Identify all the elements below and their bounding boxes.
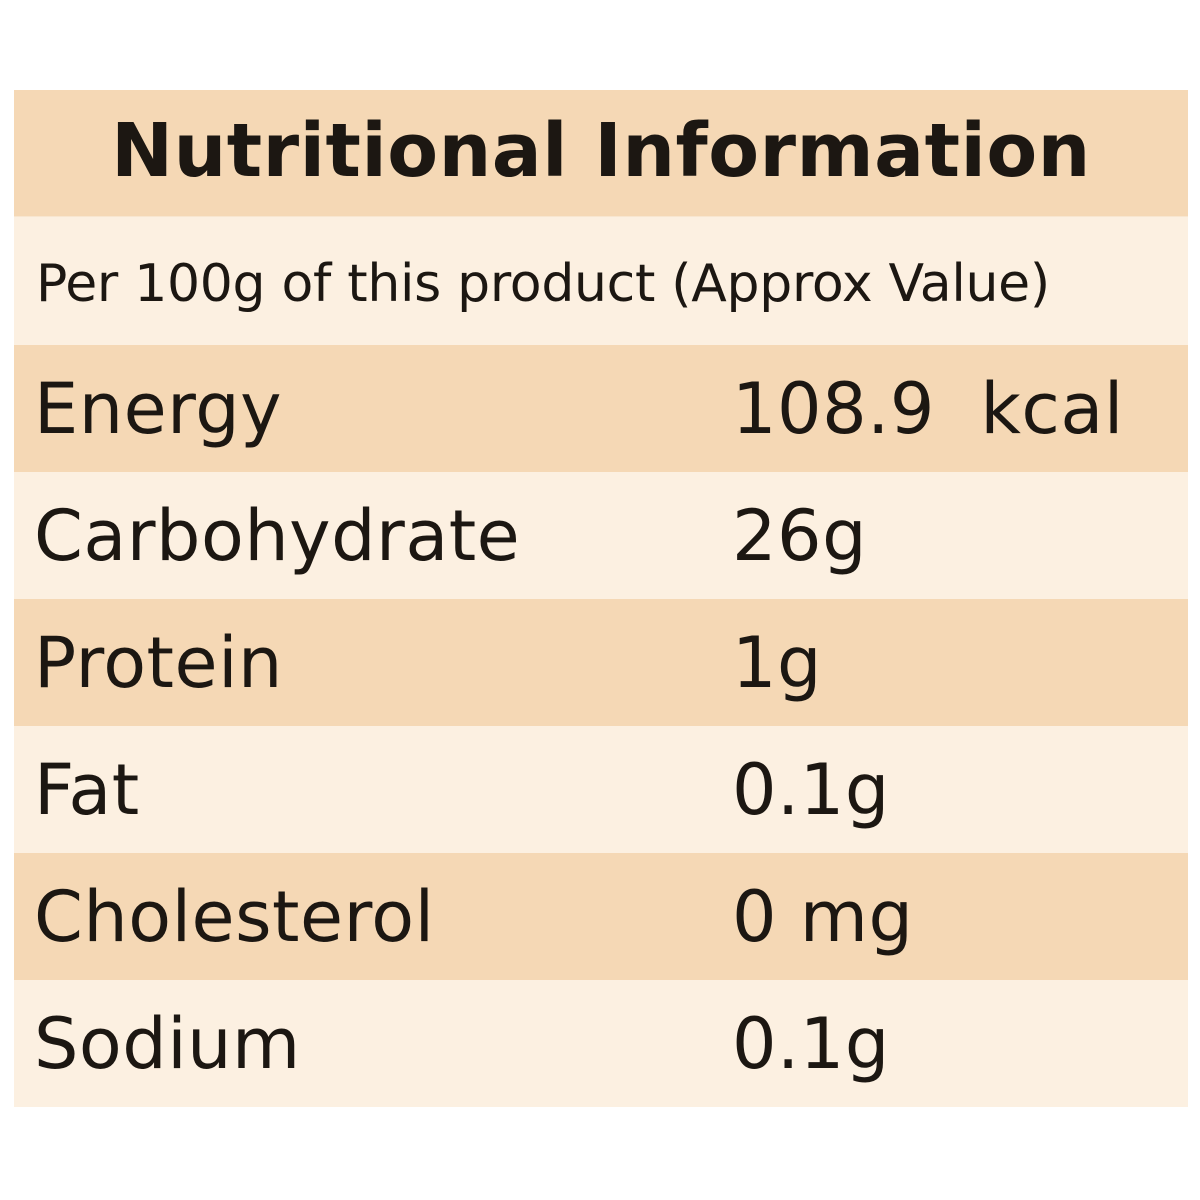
- nutrient-row-cholesterol: Cholesterol 0 mg: [14, 853, 1188, 980]
- nutrient-value: 26g: [732, 494, 868, 577]
- nutrient-name: Sodium: [34, 1002, 301, 1085]
- panel-subheader: Per 100g of this product (Approx Value): [14, 217, 1188, 345]
- nutrient-name: Fat: [34, 748, 140, 831]
- nutrient-value: 0.1g: [732, 748, 890, 831]
- panel-subtitle: Per 100g of this product (Approx Value): [36, 254, 1050, 314]
- nutrient-name: Energy: [34, 367, 283, 450]
- nutrient-value: 1g: [732, 621, 822, 704]
- nutrient-row-fat: Fat 0.1g: [14, 726, 1188, 853]
- nutrient-name: Carbohydrate: [34, 494, 521, 577]
- nutrition-panel: Nutritional Information Per 100g of this…: [14, 90, 1188, 1108]
- panel-header: Nutritional Information: [14, 90, 1188, 217]
- panel-title: Nutritional Information: [111, 108, 1091, 194]
- nutrient-value: 0.1g: [732, 1002, 890, 1085]
- nutrient-row-carbohydrate: Carbohydrate 26g: [14, 472, 1188, 599]
- nutrient-name: Cholesterol: [34, 875, 435, 958]
- nutrient-value: 0 mg: [732, 875, 914, 958]
- nutrient-name: Protein: [34, 621, 283, 704]
- nutrient-row-sodium: Sodium 0.1g: [14, 980, 1188, 1107]
- nutrient-row-protein: Protein 1g: [14, 599, 1188, 726]
- nutrient-value: 108.9 kcal: [732, 367, 1124, 450]
- nutrient-row-energy: Energy 108.9 kcal: [14, 345, 1188, 472]
